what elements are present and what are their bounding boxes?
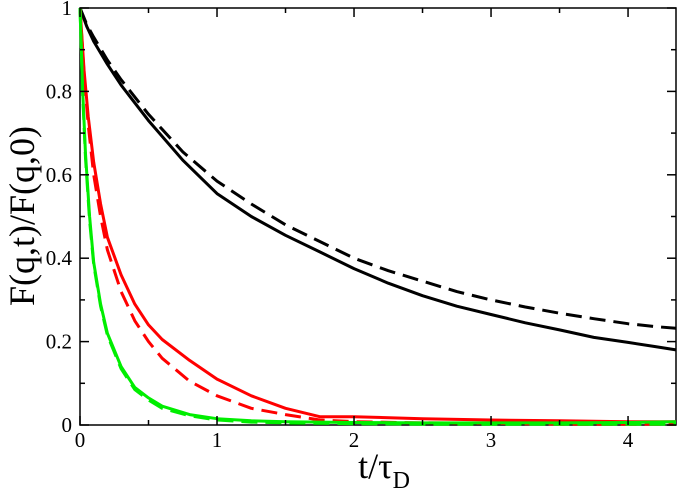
x-axis-title-sub: D bbox=[393, 468, 410, 494]
curves-layer bbox=[78, 7, 677, 426]
series-line-2 bbox=[78, 7, 676, 424]
y-tick-label: 0.2 bbox=[46, 330, 72, 354]
x-axis-title: t/τD bbox=[358, 446, 410, 494]
y-tick-label: 0.6 bbox=[46, 163, 72, 187]
x-axis-title-main: t/τ bbox=[358, 446, 392, 486]
x-tick-label: 4 bbox=[623, 428, 634, 452]
y-tick-label: 0 bbox=[62, 413, 73, 437]
y-axis-title: F(q,t)/F(q,0) bbox=[2, 126, 42, 306]
y-tick-label: 0.8 bbox=[46, 79, 72, 103]
x-tick-label: 2 bbox=[349, 428, 360, 452]
x-tick-label: 1 bbox=[212, 428, 223, 452]
x-tick-label: 3 bbox=[486, 428, 497, 452]
series-line-5 bbox=[78, 7, 676, 426]
y-axis: 0 0.2 0.4 0.6 0.8 1 bbox=[46, 0, 676, 437]
x-axis: 0 1 2 3 4 bbox=[75, 8, 634, 452]
series-line-4 bbox=[78, 7, 677, 425]
y-tick-label: 0.4 bbox=[46, 246, 73, 270]
x-tick-label: 0 bbox=[75, 428, 86, 452]
y-tick-label: 1 bbox=[62, 0, 73, 20]
series-line-0 bbox=[78, 7, 677, 352]
series-line-1 bbox=[78, 7, 677, 330]
series-line-3 bbox=[78, 7, 676, 426]
